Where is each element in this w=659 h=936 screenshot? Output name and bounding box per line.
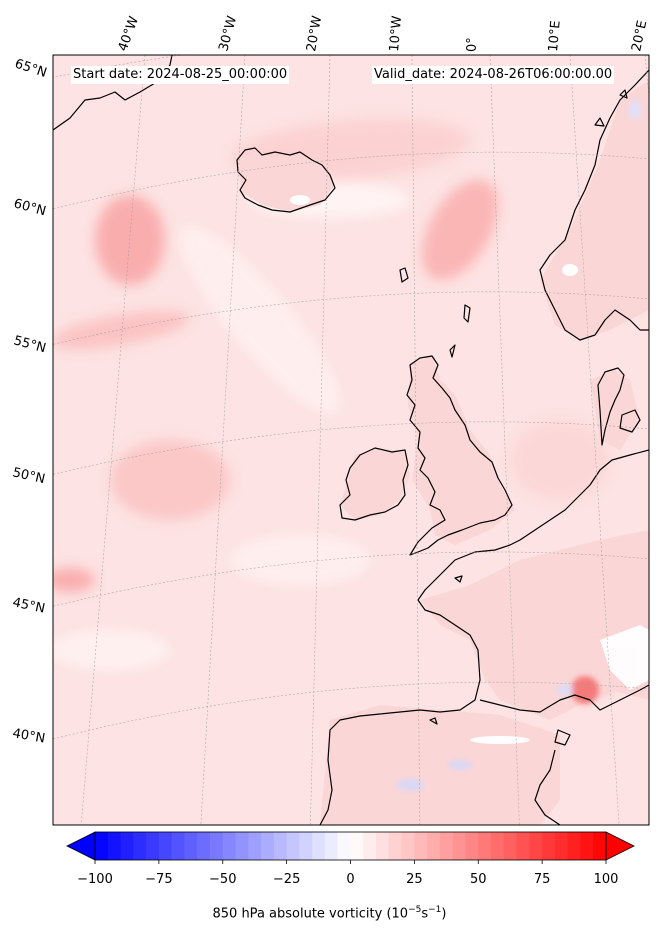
lat-label: 40°N — [11, 726, 46, 746]
colorbar-step — [273, 832, 288, 860]
colorbar-step — [478, 832, 492, 860]
colorbar-step — [414, 832, 428, 860]
lon-label: 10°E — [546, 20, 564, 52]
colorbar-step — [542, 832, 556, 860]
colorbar — [66, 831, 635, 864]
colorbar-step — [146, 832, 160, 860]
colorbar-label: 850 hPa absolute vorticity (10−5s−1) — [0, 905, 659, 921]
lat-label: 55°N — [12, 333, 48, 356]
colorbar-step — [235, 832, 249, 860]
lon-label: 20°W — [304, 15, 325, 53]
colorbar-label-exp1: −5 — [408, 905, 422, 915]
lon-label: 40°W — [116, 14, 142, 53]
colorbar-step — [503, 832, 518, 860]
colorbar-step — [529, 832, 543, 860]
colorbar-min-extend — [66, 831, 96, 861]
colorbar-step — [184, 832, 198, 860]
colorbar-step — [554, 832, 569, 860]
lat-label: 45°N — [11, 595, 46, 616]
colorbar-label-mid: s — [421, 906, 429, 922]
colorbar-step — [465, 832, 479, 860]
colorbar-step — [401, 832, 415, 860]
colorbar-step — [312, 832, 326, 860]
colorbar-step — [120, 832, 134, 860]
colorbar-step — [350, 832, 364, 860]
colorbar-step — [158, 832, 173, 860]
lat-labels: 65°N 60°N 55°N 50°N 45°N 40°N — [11, 57, 48, 747]
colorbar-step — [491, 832, 505, 860]
colorbar-max-extend — [605, 831, 635, 861]
colorbar-label-suffix: ) — [441, 906, 447, 922]
vorticity-field — [53, 55, 649, 825]
colorbar-tick-label: 25 — [406, 872, 423, 887]
lon-labels: 40°W 30°W 20°W 10°W 0° 10°E 20°E — [116, 14, 651, 53]
colorbar-label-exp2: −1 — [428, 905, 442, 915]
colorbar-step — [133, 832, 147, 860]
colorbar-step — [593, 832, 607, 860]
colorbar-step — [580, 832, 594, 860]
colorbar-step — [324, 832, 339, 860]
colorbar-step — [171, 832, 185, 860]
lon-label: 20°E — [629, 19, 650, 53]
lon-label: 30°W — [216, 14, 240, 53]
colorbar-tick-label: −75 — [145, 872, 173, 887]
colorbar-step — [516, 832, 530, 860]
map-frame — [52, 54, 650, 826]
colorbar-step — [376, 832, 390, 860]
colorbar-step — [337, 832, 351, 860]
colorbar-tick-label: 75 — [533, 872, 551, 887]
lat-label: 60°N — [12, 196, 48, 219]
lon-label: 0° — [465, 37, 480, 52]
coastlines — [53, 55, 649, 825]
colorbar-tick-label: 100 — [593, 872, 619, 887]
colorbar-tick-label: −25 — [272, 872, 301, 887]
colorbar-step — [107, 832, 122, 860]
colorbar-step — [299, 832, 313, 860]
colorbar-step — [209, 832, 224, 860]
lon-label: 10°W — [387, 15, 405, 52]
colorbar-tick-label: 0 — [346, 872, 355, 887]
colorbar-step — [248, 832, 262, 860]
lat-label: 50°N — [11, 465, 46, 487]
graticule — [53, 55, 649, 825]
colorbar-step — [261, 832, 275, 860]
colorbar-step — [439, 832, 454, 860]
colorbar-step — [452, 832, 466, 860]
colorbar-tick-label: −100 — [77, 872, 113, 887]
start-date-label: Start date: 2024-08-25_00:00:00 — [71, 66, 290, 84]
colorbar-step — [222, 832, 237, 860]
colorbar-step — [427, 832, 441, 860]
colorbar-tick-label: 50 — [469, 872, 487, 887]
colorbar-tick-label: −50 — [209, 872, 237, 887]
colorbar-step — [388, 832, 403, 860]
colorbar-step — [363, 832, 377, 860]
colorbar-step — [197, 832, 211, 860]
colorbar-step — [286, 832, 300, 860]
valid-date-label: Valid_date: 2024-08-26T06:00:00.00 — [372, 66, 615, 84]
lat-label: 65°N — [13, 57, 49, 81]
colorbar-step — [567, 832, 581, 860]
colorbar-label-prefix: 850 hPa absolute vorticity (10 — [212, 906, 409, 922]
colorbar-step — [95, 832, 109, 860]
